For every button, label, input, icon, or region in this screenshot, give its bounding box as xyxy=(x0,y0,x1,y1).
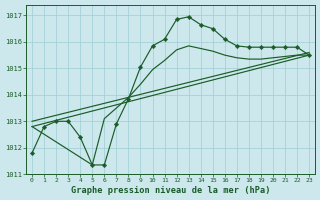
X-axis label: Graphe pression niveau de la mer (hPa): Graphe pression niveau de la mer (hPa) xyxy=(71,186,270,195)
